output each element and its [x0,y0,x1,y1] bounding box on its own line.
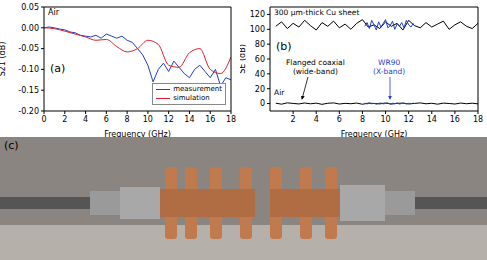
svg-text:10: 10 [380,115,390,124]
svg-text:-0.05: -0.05 [18,44,39,53]
svg-text:SE (dB): SE (dB) [240,44,247,73]
html-text:WR90 (X-band): WR90 (X-band) [373,58,406,76]
svg-text:18: 18 [226,115,236,124]
svg-text:-0.20: -0.20 [18,107,39,116]
svg-text:80: 80 [255,40,265,49]
html-text:(a): (a) [50,62,66,75]
html-text:(b): (b) [276,40,292,53]
svg-text:100: 100 [250,25,265,34]
svg-text:12: 12 [404,115,414,124]
svg-text:14: 14 [427,115,437,124]
svg-text:20: 20 [255,85,265,94]
svg-text:Frequency (GHz): Frequency (GHz) [341,130,408,137]
svg-text:6: 6 [104,115,109,124]
html-text:Air: Air [48,8,59,17]
html-text:measurement: measurement [173,85,222,93]
svg-text:40: 40 [255,70,265,79]
svg-text:8: 8 [360,115,365,124]
html-text:Flanged coaxial (wide-band): Flanged coaxial (wide-band) [286,58,345,76]
svg-text:4: 4 [314,115,319,124]
svg-text:8: 8 [125,115,130,124]
html-text:simulation: simulation [173,94,210,102]
svg-text:12: 12 [164,115,174,124]
svg-text:0: 0 [260,99,265,108]
svg-text:4: 4 [83,115,88,124]
html-text:(c): (c) [4,139,19,152]
svg-text:120: 120 [250,10,265,19]
svg-text:0.05: 0.05 [21,3,39,12]
svg-text:14: 14 [184,115,194,124]
svg-text:16: 16 [205,115,215,124]
svg-text:-0.10: -0.10 [18,65,39,74]
svg-text:2: 2 [62,115,67,124]
svg-text:16: 16 [450,115,460,124]
svg-text:18: 18 [473,115,483,124]
svg-text:60: 60 [255,55,265,64]
html-text:300 µm-thick Cu sheet: 300 µm-thick Cu sheet [274,8,360,17]
svg-text:2: 2 [291,115,296,124]
svg-text:10: 10 [143,115,153,124]
svg-text:0: 0 [41,115,46,124]
svg-text:S21 (dB): S21 (dB) [0,42,7,77]
svg-text:Frequency (GHz): Frequency (GHz) [104,130,171,137]
html-text:Air: Air [274,88,285,97]
svg-text:6: 6 [337,115,342,124]
svg-text:-0.15: -0.15 [18,86,39,95]
svg-text:0.00: 0.00 [21,24,39,33]
